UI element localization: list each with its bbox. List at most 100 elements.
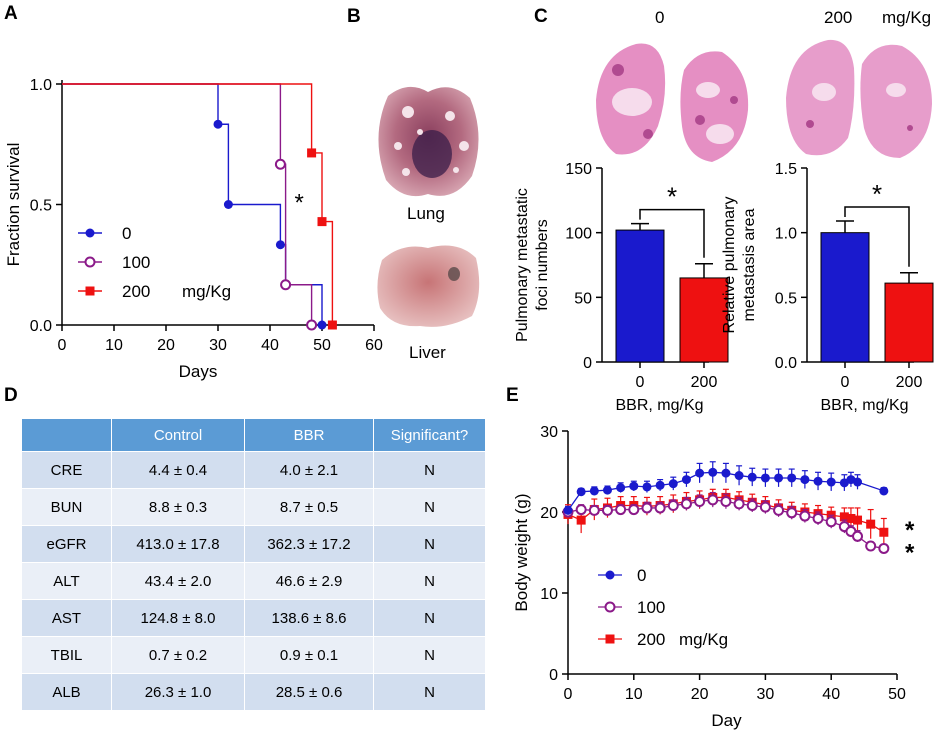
weight-point-100: [786, 507, 798, 519]
legend-unit: mg/Kg: [182, 282, 231, 301]
weight-point-0: [800, 475, 810, 485]
weight-point-100: [720, 495, 732, 507]
weight-point-100: [878, 542, 890, 554]
table-header-cell: Control: [111, 418, 245, 452]
lung-photo: [378, 86, 479, 197]
x-tick-label: 10: [105, 337, 123, 354]
weight-point-0: [853, 477, 863, 487]
weight-point-100: [825, 516, 837, 528]
table-header-cell: BBR: [244, 418, 374, 452]
x-axis-title: BBR, mg/Kg: [820, 397, 908, 414]
weight-point-0: [616, 483, 626, 493]
legend-label-0: 0: [637, 566, 646, 585]
survival-point-200: [327, 320, 337, 330]
y-tick-label: 20: [540, 505, 558, 522]
y-tick-label: 50: [574, 290, 592, 307]
y-axis-title: foci numbers: [534, 219, 551, 311]
survival-point-0: [317, 320, 327, 330]
bar-0: [615, 229, 665, 363]
table-cell: CRE: [21, 451, 112, 489]
legend-unit: mg/Kg: [679, 630, 728, 649]
weight-point-100: [812, 512, 824, 524]
y-tick-label: 100: [565, 226, 592, 243]
table-cell: 362.3 ± 17.2: [244, 525, 374, 563]
table-cell: 0.7 ± 0.2: [111, 636, 245, 674]
table-row: BUN 8.8 ± 0.3 8.7 ± 0.5 N: [21, 488, 486, 526]
weight-point-0: [589, 486, 599, 496]
table-cell: N: [373, 562, 486, 600]
table-header-cell: [21, 418, 112, 452]
histology-unit: mg/Kg: [882, 8, 932, 27]
weight-point-200: [853, 515, 863, 525]
legend-label-100: 100: [122, 253, 150, 272]
table-cell: 26.3 ± 1.0: [111, 673, 245, 711]
x-tick-label: 50: [888, 686, 906, 703]
legend-label-0: 0: [122, 224, 131, 243]
weight-point-0: [708, 467, 718, 477]
weight-point-100: [667, 500, 679, 512]
table-header-row: Control BBR Significant?: [21, 418, 486, 452]
histology-label-0: 0: [655, 8, 665, 27]
y-tick-label: 1.5: [775, 161, 797, 178]
significance-star: *: [294, 190, 303, 217]
table-cell: N: [373, 599, 486, 637]
legend-label-200: 200: [637, 630, 665, 649]
legend-marker-0: [85, 228, 95, 238]
table-cell: AST: [21, 599, 112, 637]
table-row: ALB 26.3 ± 1.0 28.5 ± 0.6 N: [21, 673, 486, 711]
weight-point-0: [642, 482, 652, 492]
table-row: CRE 4.4 ± 0.4 4.0 ± 2.1 N: [21, 451, 486, 489]
significance-star: *: [872, 179, 882, 209]
table-cell: 43.4 ± 2.0: [111, 562, 245, 600]
weight-point-0: [602, 485, 612, 495]
table-cell: N: [373, 451, 486, 489]
weight-point-100: [799, 510, 811, 522]
survival-point-100: [274, 158, 286, 170]
table-cell: 4.4 ± 0.4: [111, 451, 245, 489]
weight-point-100: [680, 498, 692, 510]
legend-marker-0: [605, 570, 615, 580]
x-tick-label: 20: [157, 337, 175, 354]
x-axis-title: Day: [711, 711, 742, 730]
x-tick-label: 30: [209, 337, 227, 354]
table-cell: 413.0 ± 17.8: [111, 525, 245, 563]
table-cell: ALT: [21, 562, 112, 600]
significance-star: *: [905, 517, 915, 544]
weight-point-0: [668, 479, 678, 489]
weight-point-100: [615, 504, 627, 516]
weight-point-100: [628, 504, 640, 516]
x-tick-label: 200: [691, 374, 718, 391]
table-row: TBIL 0.7 ± 0.2 0.9 ± 0.1 N: [21, 636, 486, 674]
y-tick-label: 10: [540, 586, 558, 603]
significance-bracket: [639, 208, 705, 258]
survival-point-200: [307, 148, 317, 158]
weight-point-0: [747, 472, 757, 482]
x-tick-label: 0: [58, 337, 67, 354]
x-tick-label: 0: [636, 374, 645, 391]
weight-point-100: [575, 504, 587, 516]
y-tick-label: 0: [583, 355, 592, 372]
y-tick-label: 0.5: [775, 290, 797, 307]
y-axis-title: Relative pulmonary: [721, 197, 738, 334]
legend-marker-100: [604, 601, 616, 613]
liver-photo: [377, 245, 480, 327]
y-tick-label: 0.5: [30, 198, 52, 215]
table-header-cell: Significant?: [373, 418, 486, 452]
table-cell: 0.9 ± 0.1: [244, 636, 374, 674]
weight-point-0: [787, 473, 797, 483]
legend-marker-100: [84, 256, 96, 268]
y-tick-label: 1.0: [30, 77, 52, 94]
weight-point-0: [760, 473, 770, 483]
weight-point-0: [734, 471, 744, 481]
liver-label: Liver: [409, 343, 446, 362]
panel-label-c: C: [534, 6, 548, 27]
table-cell: TBIL: [21, 636, 112, 674]
x-tick-label: 30: [757, 686, 775, 703]
foci-bar-chart: 0 50 100 150 0 200 * BBR, mg/Kg Pulmonary metast…: [514, 161, 729, 414]
survival-point-0: [213, 119, 223, 129]
histology-label-200: 200: [824, 8, 853, 27]
bar-0: [820, 232, 870, 363]
survival-point-200: [317, 217, 327, 227]
table-cell: N: [373, 636, 486, 674]
table-cell: ALB: [21, 673, 112, 711]
